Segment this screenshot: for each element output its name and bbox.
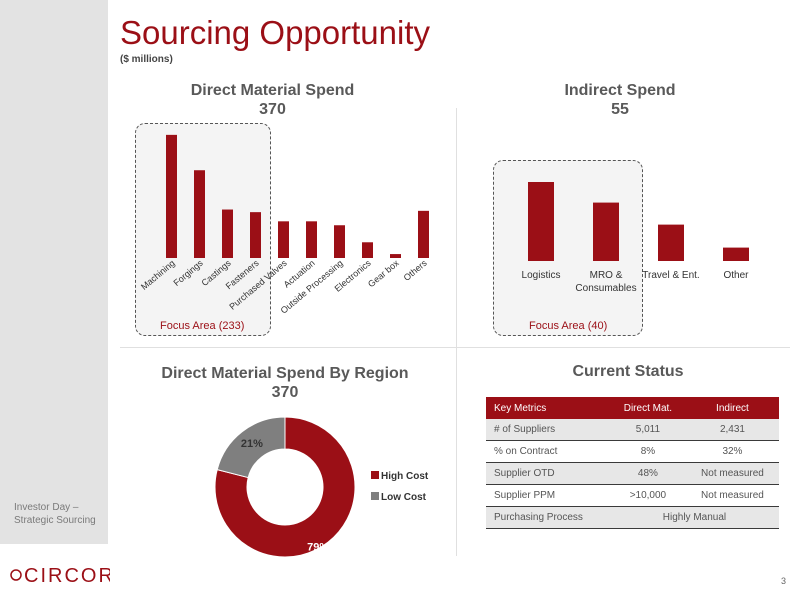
bar-machining xyxy=(166,134,177,258)
direct-spend-title-text: Direct Material Spend xyxy=(190,82,355,99)
bar-travel-ent xyxy=(658,224,684,261)
tick-label-logistics: Logistics xyxy=(522,270,561,281)
legend-swatch-high-cost xyxy=(371,471,379,479)
slice-high-cost xyxy=(214,416,356,558)
tick-label-mro-consumables: MRO & Consumables xyxy=(575,270,636,294)
bar-forgings xyxy=(194,170,205,258)
bar-outside-processing xyxy=(334,225,345,258)
direct-spend-total: 370 xyxy=(259,101,286,118)
page-number: 3 xyxy=(780,576,786,586)
region-spend-title: Direct Material Spend By Region 370 xyxy=(150,364,420,402)
horizontal-divider xyxy=(120,347,790,348)
slide-caption: Investor Day – Strategic Sourcing xyxy=(14,502,96,526)
region-spend-total: 370 xyxy=(271,384,299,401)
table-row: # of Suppliers 5,011 2,431 xyxy=(486,419,779,441)
status-table: Key Metrics Direct Mat. Indirect # of Su… xyxy=(486,397,779,529)
direct-value: 5,011 xyxy=(609,419,686,441)
combined-value: Highly Manual xyxy=(609,506,779,529)
metric-label: % on Contract xyxy=(486,440,610,463)
header-key-metrics: Key Metrics xyxy=(486,397,610,419)
direct-value: 48% xyxy=(609,462,686,485)
vertical-divider xyxy=(456,108,457,556)
bar-fasteners xyxy=(250,212,261,258)
slice-low-cost xyxy=(216,416,286,479)
bar-purchased-valves xyxy=(278,221,289,258)
header-direct: Direct Mat. xyxy=(609,397,686,419)
metric-label: Supplier PPM xyxy=(486,484,610,507)
tick-label-other: Other xyxy=(723,270,749,281)
indirect-spend-title: Indirect Spend 55 xyxy=(520,81,720,119)
metric-label: Supplier OTD xyxy=(486,462,610,485)
indirect-value: 32% xyxy=(685,440,779,463)
metric-label: Purchasing Process xyxy=(486,506,610,529)
data-label-low-cost: 21% xyxy=(241,438,263,450)
tick-label-travel-ent: Travel & Ent. xyxy=(642,270,699,281)
direct-value: >10,000 xyxy=(609,484,686,507)
slide-subtitle: ($ millions) xyxy=(120,54,173,65)
table-row: % on Contract 8% 32% xyxy=(486,440,779,463)
status-header-row: Key Metrics Direct Mat. Indirect xyxy=(486,397,779,419)
region-spend-title-text: Direct Material Spend By Region xyxy=(161,365,409,382)
sidebar xyxy=(0,0,108,544)
indirect-value: Not measured xyxy=(685,484,779,507)
direct-spend-title: Direct Material Spend 370 xyxy=(150,81,395,119)
bar-gear-box xyxy=(390,254,401,258)
indirect-spend-title-text: Indirect Spend xyxy=(564,82,676,99)
table-row: Supplier OTD 48% Not measured xyxy=(486,462,779,485)
table-row: Purchasing Process Highly Manual xyxy=(486,506,779,529)
svg-text:CIRCOR: CIRCOR xyxy=(24,565,110,587)
bar-actuation xyxy=(306,221,317,258)
indirect-value: 2,431 xyxy=(685,419,779,441)
data-label-high-cost: 79% xyxy=(307,542,329,554)
circor-logo: CIRCOR xyxy=(10,565,110,587)
legend-label-low-cost: Low Cost xyxy=(381,492,427,503)
table-row: Supplier PPM >10,000 Not measured xyxy=(486,484,779,507)
direct-focus-label: Focus Area (233) xyxy=(160,320,245,332)
bar-mro-consumables xyxy=(593,202,619,261)
bar-castings xyxy=(222,209,233,258)
legend-swatch-low-cost xyxy=(371,492,379,500)
slide-title: Sourcing Opportunity xyxy=(120,14,431,51)
bar-other xyxy=(723,247,749,261)
metric-label: # of Suppliers xyxy=(486,419,610,441)
bar-logistics xyxy=(528,182,554,261)
current-status-title: Current Status xyxy=(572,363,684,380)
direct-value: 8% xyxy=(609,440,686,463)
bar-others xyxy=(418,210,429,258)
indirect-focus-label: Focus Area (40) xyxy=(529,320,608,332)
indirect-value: Not measured xyxy=(685,462,779,485)
bar-electronics xyxy=(362,242,373,258)
legend-label-high-cost: High Cost xyxy=(381,471,429,482)
indirect-spend-total: 55 xyxy=(611,101,629,118)
header-indirect: Indirect xyxy=(685,397,779,419)
